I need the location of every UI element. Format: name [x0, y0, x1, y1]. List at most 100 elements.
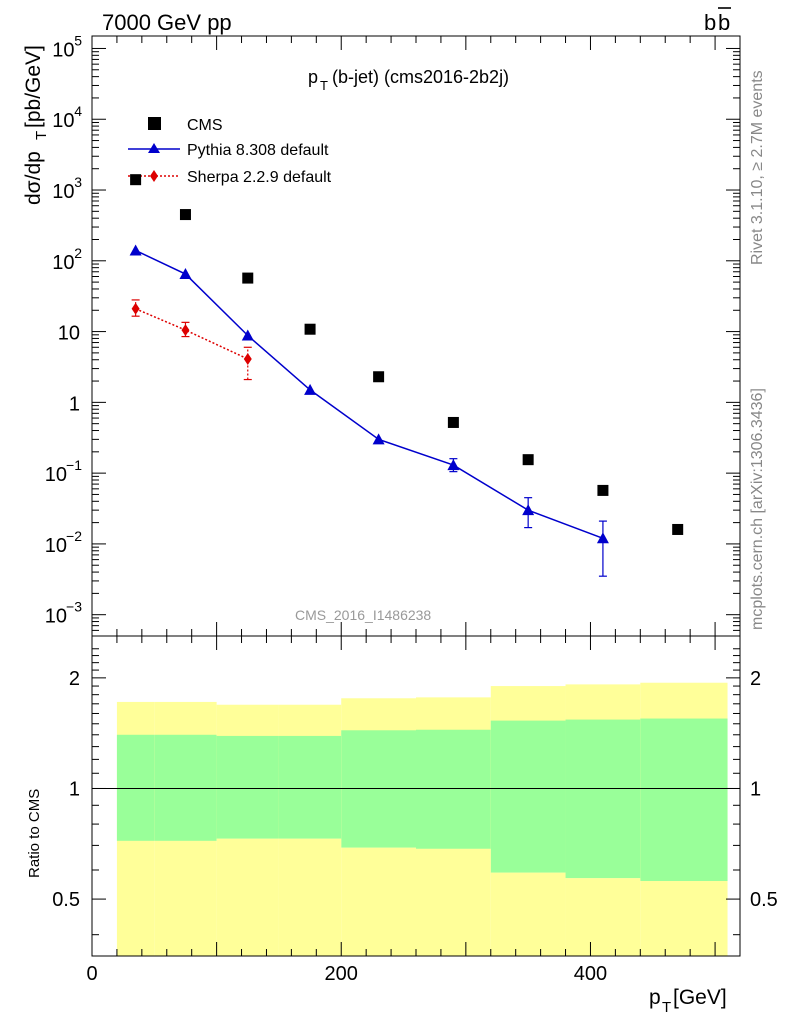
ratio-ylabel: Ratio to CMS	[26, 789, 43, 878]
ratio-band-yellow-lower	[640, 880, 728, 956]
main-x-ticks	[91, 36, 741, 636]
ratio-y-ticks	[92, 648, 740, 936]
ratio-band-yellow-lower	[216, 838, 279, 956]
x-tick-labels: 0 200 400	[86, 963, 607, 985]
ratio-y-tick-label: 0.5	[52, 889, 80, 911]
data-point	[372, 433, 385, 445]
ratio-band-green	[490, 720, 566, 873]
ratio-band-green	[416, 729, 491, 849]
rivet-label: Rivet 3.1.10, ≥ 2.7M events	[749, 70, 766, 265]
main-y-tick-exponent: −3	[66, 599, 82, 615]
legend: CMS Pythia 8.308 default Sherpa 2.2.9 de…	[128, 117, 332, 186]
legend-pythia-marker	[148, 143, 160, 153]
legend-sherpa-marker	[150, 170, 158, 182]
main-y-tick-base: 10	[52, 39, 74, 61]
data-point	[131, 302, 140, 315]
main-y-tick-base: 10	[45, 535, 67, 557]
data-point	[129, 244, 142, 256]
data-point	[672, 523, 684, 535]
main-y-tick-label: 10	[58, 323, 80, 345]
main-y-tick-label: −310	[45, 599, 82, 628]
main-y-tick-exponent: −1	[66, 457, 82, 473]
ratio-y-tick-label: 1	[69, 778, 80, 800]
main-y-tick-label: 1	[69, 393, 80, 415]
ratio-band-yellow-lower	[278, 838, 342, 956]
main-y-tick-exponent: −2	[66, 528, 82, 544]
analysis-watermark: CMS_2016_I1486238	[295, 607, 431, 623]
main-y-tick-label: 510	[52, 32, 82, 61]
data-point	[130, 174, 142, 186]
main-y-tick-exponent: 5	[74, 32, 82, 48]
main-y-tick-base: 10	[52, 252, 74, 274]
ratio-band-yellow-lower	[565, 878, 641, 956]
ratio-band-green	[116, 734, 155, 841]
data-point	[179, 268, 192, 280]
main-y-tick-exponent: 4	[74, 103, 82, 119]
process-label: b b	[704, 7, 731, 35]
main-y-tick-label: 410	[52, 103, 82, 132]
ratio-band-yellow-lower	[490, 872, 566, 956]
ratio-band-yellow-lower	[116, 840, 155, 956]
x-tick-label: 0	[86, 963, 97, 985]
main-title-p: p	[308, 67, 318, 87]
main-y-tick-base: 1	[69, 393, 80, 415]
main-y-tick-exponent: 2	[74, 245, 82, 261]
ratio-band-green	[640, 718, 728, 881]
main-y-tick-base: 10	[58, 323, 80, 345]
ratio-y-tick-labels: 0.5 0.5 1 1 2 2	[52, 668, 778, 911]
main-ylabel-sub: T	[33, 131, 50, 140]
main-ylabel-main: dσ/dp	[22, 151, 45, 205]
data-point	[447, 459, 460, 471]
legend-cms-marker	[148, 117, 161, 130]
ratio-band-yellow-lower	[341, 847, 416, 956]
ratio-y-tick-label: 2	[69, 668, 80, 690]
ratio-y-tick-label-right: 0.5	[750, 889, 778, 911]
data-point	[373, 371, 385, 383]
data-point	[241, 329, 254, 341]
process-label-b: b	[704, 10, 716, 35]
legend-cms-label: CMS	[187, 117, 223, 134]
xlabel-main: p	[649, 986, 661, 1009]
series-layer	[129, 174, 684, 577]
process-label-bbar: b	[718, 10, 730, 35]
main-y-tick-label: 310	[52, 174, 82, 203]
main-y-ticks	[92, 47, 740, 637]
ratio-y-tick-label-right: 2	[750, 668, 761, 690]
x-tick-label: 200	[325, 963, 358, 985]
series-line	[135, 249, 604, 540]
series-triangle	[129, 244, 609, 577]
main-y-tick-label: −210	[45, 528, 82, 557]
data-point	[597, 484, 609, 496]
data-point	[179, 209, 191, 221]
ratio-band-yellow-lower	[416, 848, 491, 956]
series-diamond	[131, 299, 252, 381]
mcplots-label: mcplots.cern.ch [arXiv:1306.3436]	[749, 388, 766, 630]
x-tick-label: 400	[574, 963, 607, 985]
ratio-panel: 0.5 0.5 1 1 2 2 0 200 400 Ratio to CMS p T [GeV…	[26, 635, 778, 1016]
series-square	[130, 174, 684, 535]
ratio-y-tick-label-right: 1	[750, 778, 761, 800]
data-point	[304, 383, 317, 395]
xlabel-sub: T	[662, 999, 671, 1016]
ratio-band-yellow-lower	[154, 840, 217, 956]
ratio-band-green	[278, 735, 342, 839]
data-point	[522, 504, 535, 516]
main-ylabel-rest: [pb/GeV]	[22, 45, 45, 128]
data-point	[596, 532, 609, 544]
main-title-rest: (b-jet) (cms2016-2b2j)	[332, 67, 509, 87]
ratio-band-green	[216, 735, 279, 839]
data-point	[304, 323, 316, 335]
data-point	[242, 272, 254, 284]
main-y-tick-label: −110	[45, 457, 82, 486]
main-title-sub: T	[320, 78, 328, 93]
series-line	[135, 308, 249, 360]
x-axis-label: p T [GeV]	[649, 986, 727, 1016]
main-y-axis-label: dσ/dp T [pb/GeV]	[22, 45, 50, 205]
data-point	[181, 324, 190, 337]
xlabel-rest: [GeV]	[673, 986, 727, 1009]
main-y-tick-base: 10	[52, 110, 74, 132]
ratio-bands	[116, 682, 728, 956]
main-y-tick-base: 10	[45, 464, 67, 486]
